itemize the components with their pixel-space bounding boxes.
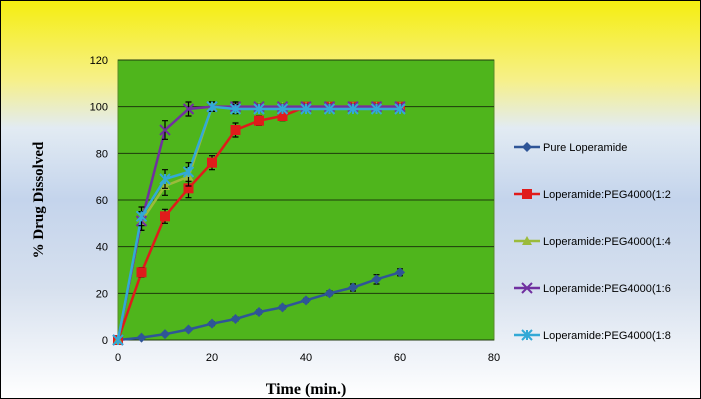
data-point bbox=[347, 103, 359, 115]
x-tick-label: 0 bbox=[115, 352, 121, 364]
legend-label: Pure Loperamide bbox=[543, 142, 627, 154]
data-point bbox=[160, 329, 170, 340]
data-point bbox=[301, 295, 311, 306]
x-tick-labels: 0 20 40 60 80 bbox=[115, 352, 500, 364]
data-point bbox=[276, 103, 289, 115]
legend-marker bbox=[522, 142, 532, 152]
data-point bbox=[300, 103, 312, 115]
data-point bbox=[135, 210, 148, 223]
y-axis-label: % Drug Dissolved bbox=[31, 141, 47, 258]
data-point bbox=[112, 334, 124, 346]
legend: Pure Loperamide Loperamide:PEG4000(1:2 Lop… bbox=[514, 142, 671, 342]
legend-item: Loperamide:PEG4000(1:6 bbox=[514, 282, 671, 295]
data-point bbox=[207, 318, 217, 329]
data-point bbox=[182, 103, 195, 115]
data-point bbox=[183, 324, 194, 335]
legend-marker bbox=[522, 189, 532, 199]
legend-item: Pure Loperamide bbox=[514, 142, 627, 154]
data-point bbox=[229, 103, 242, 115]
data-point bbox=[160, 211, 170, 222]
x-tick-label: 20 bbox=[206, 352, 218, 364]
data-point bbox=[182, 166, 195, 178]
data-point bbox=[324, 288, 335, 299]
data-point bbox=[395, 267, 405, 278]
series-5 bbox=[112, 100, 406, 346]
legend-label: Loperamide:PEG4000(1:8 bbox=[543, 330, 671, 342]
x-tick-label: 40 bbox=[300, 352, 312, 364]
x-tick-label: 80 bbox=[488, 352, 500, 364]
data-point bbox=[254, 307, 264, 317]
data-point bbox=[277, 302, 288, 313]
data-point bbox=[323, 103, 336, 115]
x-axis-label: Time (min.) bbox=[266, 381, 347, 398]
y-tick-label: 120 bbox=[90, 55, 108, 67]
y-tick-label: 80 bbox=[96, 148, 108, 160]
data-point bbox=[136, 267, 147, 278]
legend-label: Loperamide:PEG4000(1:2 bbox=[543, 189, 671, 201]
legend-label: Loperamide:PEG4000(1:4 bbox=[543, 236, 671, 248]
legend-marker bbox=[521, 282, 533, 294]
data-point bbox=[371, 274, 382, 285]
data-point bbox=[159, 124, 171, 136]
y-tick-label: 60 bbox=[96, 195, 108, 207]
y-tick-label: 100 bbox=[90, 102, 108, 114]
data-point bbox=[348, 282, 358, 293]
legend-marker bbox=[522, 236, 532, 245]
y-tick-label: 0 bbox=[102, 335, 108, 347]
legend-marker bbox=[521, 329, 533, 341]
x-tick-label: 60 bbox=[394, 352, 406, 364]
data-point bbox=[207, 157, 217, 168]
y-tick-label: 20 bbox=[96, 288, 108, 300]
data-point bbox=[206, 100, 218, 113]
data-point bbox=[230, 125, 241, 135]
legend-label: Loperamide:PEG4000(1:6 bbox=[543, 283, 671, 295]
y-tick-label: 40 bbox=[96, 242, 108, 254]
data-point bbox=[159, 173, 171, 185]
legend-item: Loperamide:PEG4000(1:4 bbox=[514, 236, 671, 248]
data-point bbox=[136, 332, 147, 343]
data-point bbox=[230, 314, 241, 324]
data-point bbox=[253, 103, 265, 115]
data-point bbox=[370, 103, 383, 115]
legend-item: Loperamide:PEG4000(1:8 bbox=[514, 329, 671, 342]
legend-item: Loperamide:PEG4000(1:2 bbox=[514, 189, 671, 201]
data-point bbox=[277, 111, 288, 121]
y-tick-labels: 0 20 40 60 80 100 120 bbox=[90, 55, 108, 347]
data-point bbox=[254, 115, 264, 126]
data-point bbox=[394, 103, 406, 115]
data-point bbox=[183, 183, 194, 194]
data-series bbox=[112, 100, 406, 346]
